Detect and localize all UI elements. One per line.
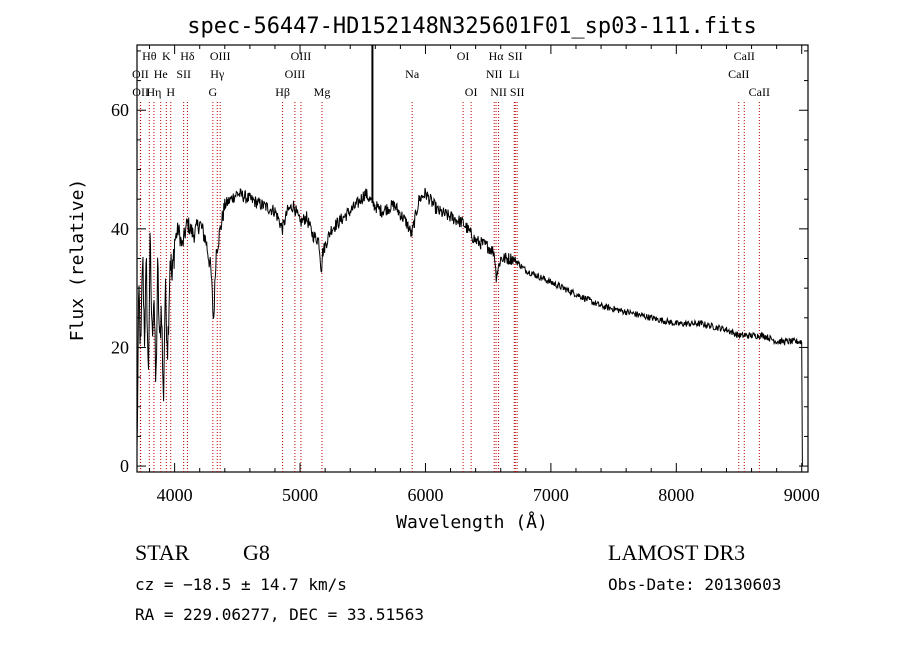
plot-frame: [136, 44, 809, 473]
line-marker-label: NII: [490, 85, 507, 99]
coords-text: RA = 229.06277, DEC = 33.51563: [135, 605, 424, 624]
line-marker-label: OI: [457, 49, 470, 63]
line-marker-label: Hδ: [180, 49, 195, 63]
object-subclass: G8: [243, 540, 270, 565]
line-marker-label: CaII: [728, 67, 749, 81]
line-marker-label: Hθ: [142, 49, 157, 63]
line-marker-label: CaII: [749, 85, 770, 99]
y-tick-label: 0: [120, 456, 129, 476]
line-marker-label: Na: [405, 67, 420, 81]
spectrum-line: [136, 187, 803, 467]
spectral-line-markers: [139, 102, 760, 472]
line-marker-label: OIII: [285, 67, 306, 81]
x-tick-label: 8000: [658, 485, 694, 505]
line-marker-label: OII: [132, 85, 149, 99]
y-axis-ticks: 0 20 40 60: [111, 50, 808, 476]
x-axis-ticks: 4000 5000 6000 7000 8000 9000: [149, 45, 820, 505]
line-marker-label: OI: [465, 85, 478, 99]
y-tick-label: 40: [111, 219, 129, 239]
line-marker-label: SII: [176, 67, 191, 81]
y-axis-label: Flux (relative): [67, 179, 88, 342]
chart-title: spec-56447-HD152148N325601F01_sp03-111.f…: [187, 14, 757, 39]
x-tick-label: 5000: [282, 485, 318, 505]
survey-name: LAMOST DR3: [608, 540, 745, 565]
x-tick-label: 7000: [533, 485, 569, 505]
x-tick-label: 4000: [157, 485, 193, 505]
x-tick-label: 6000: [407, 485, 443, 505]
line-marker-label: OIII: [291, 49, 312, 63]
y-tick-label: 20: [111, 337, 129, 357]
line-marker-label: SII: [508, 49, 523, 63]
line-marker-label: G: [209, 85, 218, 99]
y-tick-label: 60: [111, 100, 129, 120]
obs-date-text: Obs-Date: 20130603: [608, 575, 781, 594]
line-marker-label: OII: [132, 67, 149, 81]
object-class: STAR: [135, 540, 190, 565]
line-marker-label: Hγ: [210, 67, 225, 81]
line-marker-label: NII: [486, 67, 503, 81]
line-marker-label: Li: [509, 67, 520, 81]
line-marker-label: CaII: [734, 49, 755, 63]
line-marker-label: K: [162, 49, 171, 63]
line-marker-label: H: [166, 85, 175, 99]
line-marker-label: SII: [510, 85, 525, 99]
x-tick-label: 9000: [784, 485, 820, 505]
line-marker-label: Hα: [489, 49, 505, 63]
redshift-text: cz = −18.5 ± 14.7 km/s: [135, 575, 347, 594]
line-marker-label: Hβ: [275, 85, 290, 99]
line-marker-label: He: [154, 67, 168, 81]
line-marker-label: Mg: [314, 85, 331, 99]
x-axis-label: Wavelength (Å): [396, 511, 548, 533]
line-marker-label: Hη: [146, 85, 161, 99]
line-marker-label: OIII: [210, 49, 231, 63]
